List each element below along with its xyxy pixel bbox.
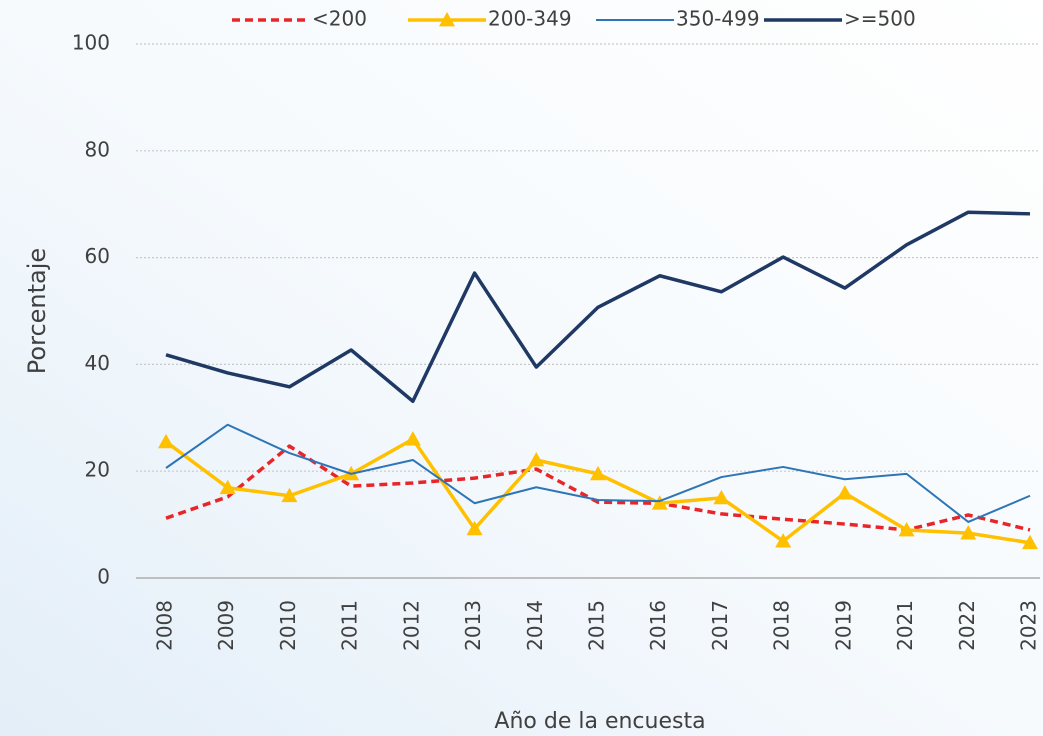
- x-tick-label: 2017: [708, 600, 732, 651]
- y-tick-label: 80: [85, 137, 110, 161]
- x-tick-label: 2012: [399, 600, 423, 651]
- x-tick-label: 2009: [214, 600, 238, 651]
- point: [219, 479, 236, 495]
- x-tick-label: 2023: [1017, 600, 1041, 651]
- legend-item: 350-499: [596, 7, 760, 31]
- point: [281, 487, 298, 503]
- point: [713, 489, 730, 505]
- x-axis-label: Año de la encuesta: [494, 709, 705, 734]
- point: [404, 431, 421, 446]
- x-tick-label: 2008: [153, 600, 177, 651]
- x-tick-label: 2011: [338, 600, 362, 651]
- point: [590, 465, 606, 481]
- legend-item: 200-349: [408, 7, 572, 31]
- legend-item: >=500: [764, 7, 916, 31]
- point: [898, 521, 915, 537]
- point: [466, 520, 483, 536]
- x-tick-label: 2021: [893, 600, 917, 651]
- x-tick-label: 2010: [276, 600, 300, 651]
- point: [836, 485, 853, 500]
- x-tick-label: 2022: [955, 600, 979, 651]
- y-tick-label: 60: [85, 244, 110, 268]
- point: [960, 525, 977, 540]
- x-tick-label: 2018: [770, 600, 794, 651]
- point: [1022, 534, 1038, 550]
- legend-marker: [439, 12, 455, 27]
- x-tick-label: 2015: [585, 600, 609, 651]
- series-line: [165, 210, 1031, 403]
- point: [775, 533, 792, 548]
- y-axis-label: Porcentaje: [23, 248, 51, 374]
- legend-label: >=500: [844, 7, 916, 31]
- y-tick-label: 40: [85, 351, 110, 375]
- y-tick-label: 100: [72, 31, 110, 55]
- legend-label: <200: [312, 7, 367, 31]
- y-tick-label: 20: [85, 458, 110, 482]
- y-tick-label: 0: [97, 565, 110, 589]
- legend-label: 200-349: [488, 7, 572, 31]
- x-tick-label: 2016: [646, 600, 670, 651]
- x-tick-label: 2013: [461, 600, 485, 651]
- point: [651, 495, 668, 510]
- legend-label: 350-499: [676, 7, 760, 31]
- legend-item: <200: [232, 7, 367, 31]
- point: [158, 433, 174, 449]
- point: [528, 451, 545, 467]
- series-line: [165, 423, 1031, 523]
- x-tick-label: 2014: [523, 600, 547, 651]
- x-tick-label: 2019: [831, 600, 855, 651]
